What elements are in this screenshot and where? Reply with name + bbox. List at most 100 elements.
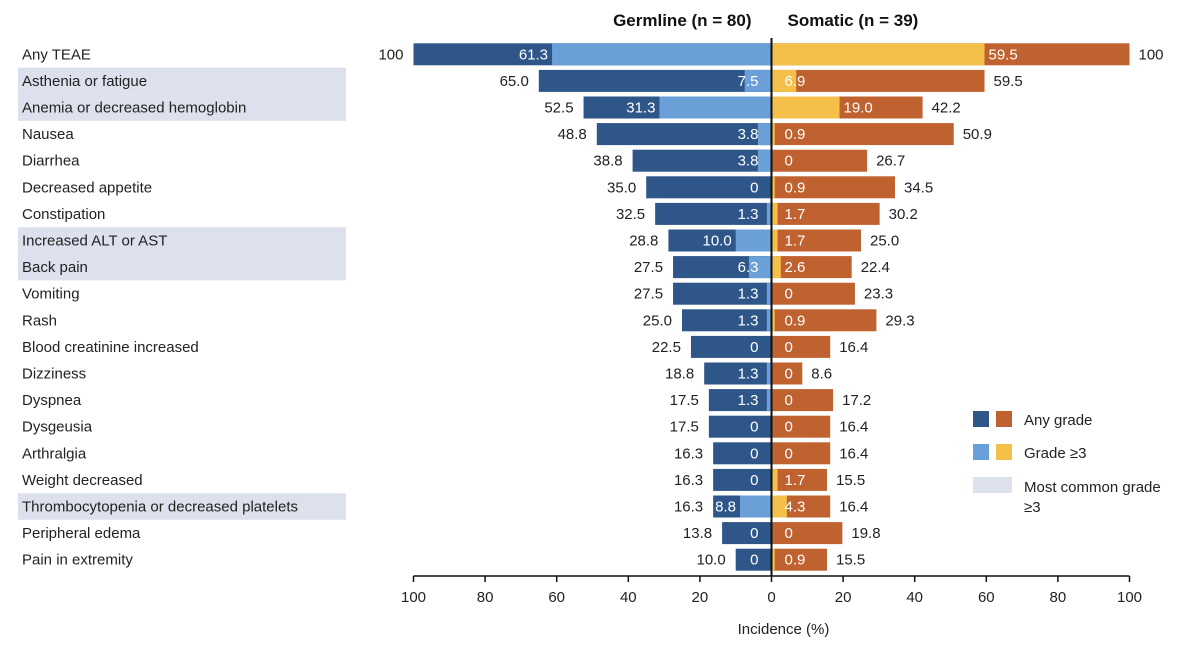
- somatic-any-grade-bar: [771, 282, 855, 305]
- germline-any-grade-label: 27.5: [634, 286, 663, 303]
- somatic-any-grade-label: 30.2: [889, 206, 918, 223]
- x-tick-label: 80: [1050, 589, 1067, 606]
- somatic-any-grade-bar: [771, 442, 831, 465]
- x-tick-label: 80: [477, 589, 494, 606]
- germline-any-grade-label: 16.3: [674, 499, 703, 516]
- legend-label-grade3: Grade ≥3: [1024, 445, 1086, 462]
- germline-grade3-label: 1.3: [738, 286, 759, 303]
- germline-any-grade-bar: [708, 415, 772, 438]
- somatic-header: Somatic (n = 39): [788, 11, 919, 30]
- chart-row: Back pain 27.5 6.3 22.4 2.6: [22, 256, 890, 279]
- highlight-band: [18, 253, 346, 281]
- somatic-any-grade-bar: [771, 309, 877, 332]
- chart-row: Dysgeusia 17.5 0 16.4 0: [22, 415, 868, 438]
- somatic-grade3-label: 0: [785, 419, 793, 436]
- legend-label-line1: Most common grade: [1024, 479, 1161, 496]
- chart-row: Peripheral edema 13.8 0 19.8 0: [22, 522, 881, 545]
- germline-grade3-bar: [552, 43, 772, 66]
- somatic-any-grade-bar: [771, 362, 803, 385]
- legend-swatch-germline-any: [973, 411, 989, 427]
- category-label: Diarrhea: [22, 153, 80, 170]
- germline-any-grade-bar: [708, 389, 772, 412]
- germline-grade3-label: 0: [750, 179, 758, 196]
- germline-grade3-label: 31.3: [626, 100, 655, 117]
- germline-grade3-label: 1.3: [738, 206, 759, 223]
- x-tick-label: 20: [835, 589, 852, 606]
- x-tick-label: 20: [692, 589, 709, 606]
- germline-any-grade-label: 28.8: [629, 233, 658, 250]
- somatic-any-grade-bar: [771, 202, 880, 225]
- somatic-any-grade-label: 17.2: [842, 392, 871, 409]
- category-label: Pain in extremity: [22, 552, 133, 569]
- somatic-grade3-bar: [771, 176, 775, 199]
- germline-grade3-bar: [735, 229, 772, 252]
- somatic-grade3-label: 0: [785, 286, 793, 303]
- somatic-grade3-label: 1.7: [785, 206, 806, 223]
- category-label: Increased ALT or AST: [22, 233, 167, 250]
- chart-row: Rash 25.0 1.3 29.3 0.9: [22, 309, 915, 332]
- somatic-any-grade-label: 16.4: [839, 499, 868, 516]
- x-tick-label: 60: [548, 589, 565, 606]
- somatic-any-grade-bar: [771, 335, 831, 358]
- somatic-any-grade-label: 16.4: [839, 419, 868, 436]
- germline-any-grade-label: 35.0: [607, 179, 636, 196]
- germline-grade3-label: 3.8: [738, 153, 759, 170]
- germline-any-grade-bar: [704, 362, 772, 385]
- germline-header: Germline (n = 80): [613, 11, 751, 30]
- germline-any-grade-label: 65.0: [500, 73, 529, 90]
- somatic-any-grade-bar: [771, 69, 985, 92]
- group-headers: Germline (n = 80) Somatic (n = 39): [613, 11, 918, 30]
- somatic-grade3-label: 0.9: [785, 552, 806, 569]
- legend-swatch-highlight: [973, 477, 1012, 493]
- x-tick-label: 100: [1117, 589, 1142, 606]
- somatic-grade3-label: 0.9: [785, 179, 806, 196]
- chart-row: Increased ALT or AST 28.8 10.0 25.0 1.7: [22, 229, 899, 252]
- germline-grade3-label: 6.3: [738, 259, 759, 276]
- germline-grade3-label: 7.5: [738, 73, 759, 90]
- somatic-any-grade-label: 16.4: [839, 445, 868, 462]
- somatic-grade3-bar: [771, 256, 781, 279]
- germline-grade3-label: 0: [750, 525, 758, 542]
- germline-any-grade-label: 10.0: [696, 552, 725, 569]
- category-label: Asthenia or fatigue: [22, 73, 147, 90]
- category-label: Blood creatinine increased: [22, 339, 199, 356]
- germline-grade3-bar: [757, 123, 772, 146]
- somatic-grade3-label: 0: [785, 445, 793, 462]
- germline-any-grade-label: 25.0: [643, 312, 672, 329]
- germline-any-grade-label: 16.3: [674, 472, 703, 489]
- somatic-any-grade-bar: [771, 256, 852, 279]
- somatic-grade3-bar: [771, 69, 797, 92]
- somatic-any-grade-bar: [771, 522, 843, 545]
- legend-label-line2: ≥3: [1024, 499, 1041, 516]
- germline-grade3-bar: [766, 202, 772, 225]
- germline-grade3-label: 10.0: [702, 233, 731, 250]
- legend: Any grade Grade ≥3 Most common grade ≥3: [973, 411, 1161, 516]
- germline-grade3-bar: [757, 149, 772, 172]
- somatic-any-grade-label: 50.9: [963, 126, 992, 143]
- somatic-grade3-bar: [771, 468, 778, 491]
- germline-any-grade-label: 100: [378, 46, 403, 63]
- somatic-any-grade-label: 15.5: [836, 552, 865, 569]
- chart-row: Dizziness 18.8 1.3 8.6 0: [22, 362, 832, 385]
- x-tick-label: 100: [401, 589, 426, 606]
- chart-row: Thrombocytopenia or decreased platelets 1…: [22, 495, 868, 518]
- germline-any-grade-label: 17.5: [670, 419, 699, 436]
- legend-swatch-somatic-any: [996, 411, 1012, 427]
- germline-any-grade-bar: [646, 176, 772, 199]
- somatic-any-grade-label: 22.4: [861, 259, 890, 276]
- germline-grade3-label: 0: [750, 419, 758, 436]
- x-tick-label: 0: [767, 589, 775, 606]
- germline-any-grade-label: 52.5: [544, 100, 573, 117]
- somatic-any-grade-label: 23.3: [864, 286, 893, 303]
- somatic-any-grade-label: 15.5: [836, 472, 865, 489]
- germline-any-grade-bar: [735, 548, 772, 571]
- x-tick-label: 40: [906, 589, 923, 606]
- germline-grade3-label: 1.3: [738, 312, 759, 329]
- germline-grade3-bar: [766, 309, 772, 332]
- chart-row: Vomiting 27.5 1.3 23.3 0: [22, 282, 893, 305]
- highlight-band: [18, 94, 346, 121]
- germline-grade3-bar: [766, 389, 772, 412]
- germline-any-grade-bar: [673, 282, 772, 305]
- germline-any-grade-bar: [682, 309, 772, 332]
- chart-row: Dyspnea 17.5 1.3 17.2 0: [22, 389, 871, 412]
